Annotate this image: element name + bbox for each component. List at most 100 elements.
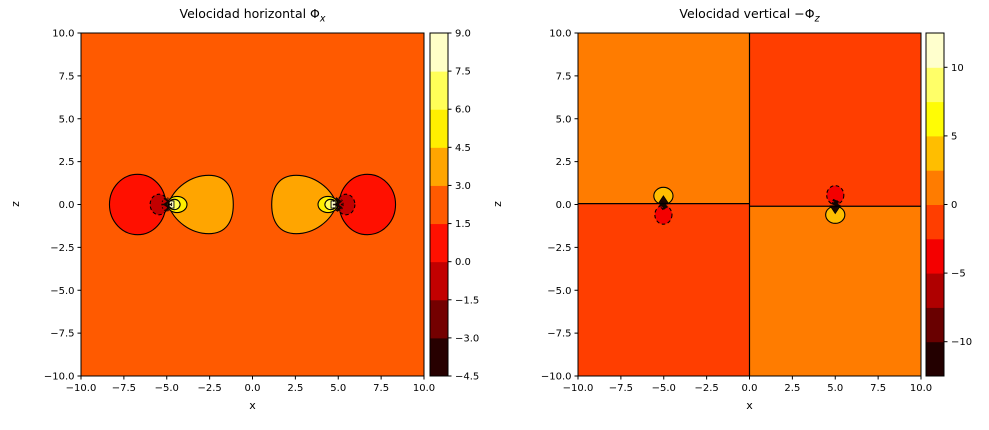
colorbar-tick-label: 0.0 (455, 257, 471, 268)
x-axis-ticks: −10.0 −7.5 −5.0 −2.5 0.0 2.5 5.0 7.5 10.0 (66, 376, 435, 394)
x-tick-label: 2.5 (784, 383, 800, 394)
x-tick-label: −7.5 (112, 383, 136, 394)
colorbar-band (430, 109, 448, 148)
colorbar-band (430, 337, 448, 377)
y-tick-label: −5.0 (50, 286, 74, 297)
y-axis-ticks: 10.0 7.5 5.0 2.5 0.0 −2.5 −5.0 −7.5 −10.0 (44, 29, 81, 383)
x-tick-label: 5.0 (827, 383, 843, 394)
colorbar-band (926, 307, 944, 343)
x-tick-label: −7.5 (609, 383, 633, 394)
y-tick-label: −2.5 (547, 243, 571, 254)
colorbar-band (926, 238, 944, 274)
singularity-scribble (658, 200, 669, 211)
left-yaxis-label: z (9, 201, 22, 207)
colorbar-tick-label: −10 (951, 337, 972, 348)
colorbar-tick-label: 9.0 (455, 29, 471, 40)
plot-area (81, 33, 424, 376)
colorbar-band (926, 204, 944, 240)
quadrant-bottom-right (749, 206, 921, 376)
y-tick-label: 0.0 (556, 200, 572, 211)
left-xaxis-label: x (249, 399, 256, 412)
y-tick-label: −2.5 (50, 243, 74, 254)
x-tick-label: 10.0 (910, 383, 932, 394)
y-axis-ticks: 10.0 7.5 5.0 2.5 0.0 −2.5 −5.0 −7.5 −10.0 (541, 29, 578, 383)
colorbar-band (430, 71, 448, 110)
scribble-zigzag (162, 197, 172, 212)
y-tick-label: −7.5 (547, 329, 571, 340)
colorbar-band (430, 147, 448, 186)
colorbar-tick-label: 1.5 (455, 219, 471, 230)
plot-area (578, 33, 921, 376)
colorbar-band (430, 261, 448, 301)
scribble-dotted-ring (660, 201, 667, 210)
singularity-scribble (332, 197, 344, 212)
y-tick-label: 10.0 (52, 29, 74, 40)
x-tick-label: −10.0 (66, 383, 97, 394)
quadrant-top-right (749, 33, 921, 207)
left-title-text: Velocidad horizontal Φ (179, 6, 320, 21)
colorbar-tick-label: 5 (951, 131, 957, 142)
right-yaxis-label: z (491, 201, 504, 207)
scribble-dotted-ring (332, 197, 344, 212)
left-plot-title: Velocidad horizontal Φx (81, 5, 424, 29)
contour-lobe (271, 174, 338, 235)
y-tick-label: 5.0 (59, 114, 75, 125)
colorbar-band (430, 185, 448, 225)
x-tick-label: −10.0 (563, 383, 594, 394)
panel-left: −10.0 −7.5 −5.0 −2.5 0.0 2.5 5.0 7.5 10.0 10.0 7.5… (44, 29, 479, 395)
x-tick-label: 2.5 (287, 383, 303, 394)
colorbar-tick-label: 7.5 (455, 67, 471, 78)
colorbar: 10 5 0 −5 −10 (925, 32, 972, 377)
y-tick-label: 0.0 (59, 200, 75, 211)
scribble-dotted-ring (831, 199, 839, 208)
x-tick-label: 7.5 (870, 383, 886, 394)
colorbar-band (926, 33, 944, 68)
contour-lobe (167, 174, 234, 235)
y-tick-label: −10.0 (44, 372, 75, 383)
x-tick-label: 5.0 (330, 383, 346, 394)
right-xaxis-label: x (746, 399, 753, 412)
x-tick-label: 10.0 (413, 383, 435, 394)
quadrant-top-left (578, 33, 750, 204)
x-tick-label: 7.5 (373, 383, 389, 394)
y-tick-label: −5.0 (547, 286, 571, 297)
y-tick-label: 7.5 (59, 71, 75, 82)
y-tick-label: 7.5 (556, 71, 572, 82)
panel-right: −10.0 −7.5 −5.0 −2.5 0.0 2.5 5.0 7.5 10.0 10.0 7.5… (541, 29, 972, 395)
colorbar-band (926, 170, 944, 205)
contour-blob (654, 204, 673, 225)
right-plot-title: Velocidad vertical −Φz (578, 5, 921, 29)
colorbar-band (926, 135, 944, 171)
y-tick-label: −7.5 (50, 329, 74, 340)
right-title-subscript: z (814, 13, 820, 25)
colorbar-tick-label: 10 (951, 63, 964, 74)
colorbar-band (926, 341, 944, 377)
scribble-dotted-ring (161, 197, 173, 212)
y-tick-label: −10.0 (541, 372, 572, 383)
x-tick-label: −5.0 (155, 383, 179, 394)
colorbar-tick-label: −3.0 (455, 333, 479, 344)
x-tick-label: −5.0 (652, 383, 676, 394)
x-tick-label: −2.5 (197, 383, 221, 394)
x-tick-label: 0.0 (245, 383, 261, 394)
x-axis-ticks: −10.0 −7.5 −5.0 −2.5 0.0 2.5 5.0 7.5 10.0 (563, 376, 932, 394)
x-tick-label: 0.0 (742, 383, 758, 394)
y-tick-label: 2.5 (556, 157, 572, 168)
y-tick-label: 2.5 (59, 157, 75, 168)
colorbar-tick-label: 4.5 (455, 143, 471, 154)
colorbar-frame (429, 32, 449, 377)
quadrant-bottom-left (578, 203, 750, 376)
colorbar-tick-label: −4.5 (455, 372, 479, 383)
colorbar-tick-label: −1.5 (455, 295, 479, 306)
colorbar-band (926, 101, 944, 137)
colorbar-band (430, 299, 448, 339)
contour-blob (336, 193, 356, 216)
colorbar-tick-label: 0 (951, 200, 957, 211)
y-tick-label: 10.0 (549, 29, 571, 40)
colorbar-band (926, 67, 944, 103)
singularity-scribble (161, 197, 173, 212)
colorbar-tick-label: 3.0 (455, 181, 471, 192)
colorbar-tick-label: −5 (951, 269, 966, 280)
